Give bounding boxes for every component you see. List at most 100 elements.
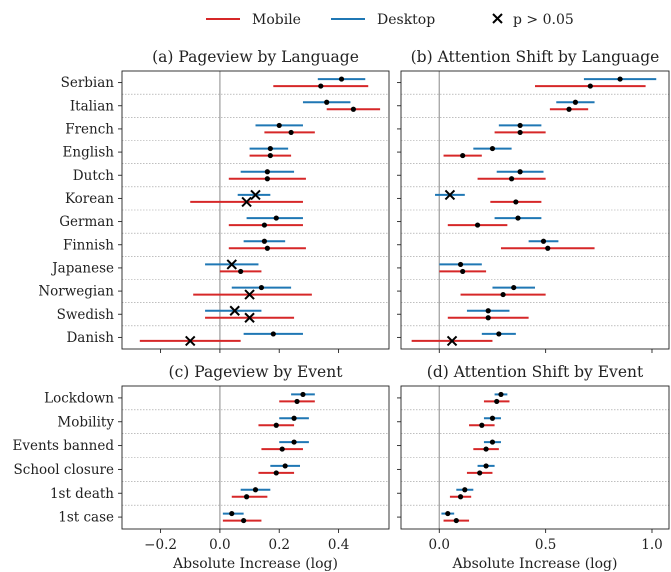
x-tick-label: 0.5 <box>535 537 556 553</box>
category-label-finnish: Finnish <box>63 237 114 253</box>
point-mobile-school-closure <box>477 470 483 476</box>
x-axis-label: Absolute Increase (log) <box>172 556 338 572</box>
point-mobile-1st-death <box>457 494 464 500</box>
point-desktop-danish <box>496 331 502 337</box>
category-label-1st-death: 1st death <box>50 486 114 502</box>
x-tick-label: 0.0 <box>429 537 450 553</box>
panel-b-attention-shift-by-language: (b) Attention Shift by Language <box>397 48 670 353</box>
panel-title: (a) Pageview by Language <box>152 48 359 66</box>
panel-title: (d) Attention Shift by Event <box>427 363 644 381</box>
point-mobile-events-banned <box>279 446 285 452</box>
category-label-swedish: Swedish <box>57 307 115 323</box>
category-label-norwegian: Norwegian <box>38 284 114 300</box>
category-label-mobility: Mobility <box>57 414 114 430</box>
point-desktop-finnish <box>540 238 547 244</box>
nonsig-marker-mobile-danish <box>185 335 196 347</box>
point-desktop-english <box>267 145 273 152</box>
point-desktop-french <box>276 122 282 129</box>
point-desktop-1st-case <box>229 510 235 517</box>
point-mobile-mobility <box>479 422 485 428</box>
point-mobile-mobility <box>273 422 279 428</box>
category-label-serbian: Serbian <box>61 75 115 91</box>
point-desktop-1st-death <box>462 487 468 493</box>
point-mobile-dutch <box>264 176 270 182</box>
plot-frame <box>400 70 670 350</box>
point-mobile-italian <box>566 106 572 112</box>
point-mobile-lockdown <box>294 398 300 405</box>
point-desktop-italian <box>572 99 579 105</box>
point-mobile-german <box>261 222 267 228</box>
point-mobile-korean <box>513 199 519 205</box>
legend-x-marker-icon <box>492 13 503 24</box>
panel-c-pageview-by-event: (c) Pageview by Event −0.2 0.0 0.2 0.4 Lockdo… <box>12 363 390 572</box>
point-mobile-serbian <box>318 83 324 89</box>
point-mobile-english <box>267 152 273 159</box>
point-desktop-norwegian <box>258 284 265 291</box>
point-desktop-1st-death <box>252 487 259 493</box>
legend: Mobile Desktop p > 0.05 <box>206 12 574 28</box>
point-mobile-french <box>288 129 294 136</box>
point-mobile-norwegian <box>500 291 506 298</box>
x-tick-label: 0.0 <box>209 537 230 553</box>
point-desktop-danish <box>270 331 276 337</box>
point-mobile-serbian <box>587 83 593 89</box>
point-desktop-dutch <box>264 169 270 175</box>
point-mobile-japanese <box>460 268 466 275</box>
point-desktop-japanese <box>457 261 464 268</box>
point-desktop-events-banned <box>489 439 496 445</box>
panel-title: (c) Pageview by Event <box>169 363 344 381</box>
point-mobile-swedish <box>485 315 491 321</box>
nonsig-marker-desktop-korean <box>250 189 261 201</box>
nonsig-marker-mobile-danish <box>446 335 458 347</box>
point-desktop-german <box>273 215 279 221</box>
point-desktop-mobility <box>489 415 496 421</box>
category-label-korean: Korean <box>65 191 114 207</box>
category-label-english: English <box>63 145 115 161</box>
legend-item-desktop: Desktop <box>331 12 435 28</box>
nonsig-marker-mobile-korean <box>241 196 252 208</box>
category-label-1st-case: 1st case <box>58 510 114 526</box>
category-label-danish: Danish <box>66 330 114 346</box>
category-label-french: French <box>65 121 114 137</box>
point-desktop-french <box>517 122 523 129</box>
point-mobile-german <box>474 222 481 228</box>
category-label-dutch: Dutch <box>73 168 115 184</box>
point-mobile-1st-case <box>241 517 247 524</box>
point-mobile-finnish <box>545 245 551 251</box>
x-tick-label: −0.2 <box>144 537 177 553</box>
point-mobile-finnish <box>264 245 270 251</box>
nonsig-marker-mobile-norwegian <box>244 289 255 300</box>
x-axis-label: Absolute Increase (log) <box>452 556 618 572</box>
point-mobile-school-closure <box>273 470 279 476</box>
point-desktop-swedish <box>485 308 491 314</box>
point-mobile-italian <box>350 106 356 112</box>
x-tick-label: 0.4 <box>328 537 349 553</box>
legend-label: p > 0.05 <box>513 12 574 28</box>
nonsig-marker-desktop-japanese <box>226 259 237 270</box>
point-desktop-lockdown <box>498 391 504 398</box>
point-mobile-dutch <box>509 176 515 182</box>
legend-label: Desktop <box>377 12 435 28</box>
point-mobile-french <box>517 129 523 136</box>
category-label-german: German <box>59 214 114 230</box>
panel-d-attention-shift-by-event: (d) Attention Shift by Event 0.0 0.5 1.0 Abs… <box>397 363 670 572</box>
point-desktop-serbian <box>617 76 623 82</box>
panel-a-pageview-by-language: (a) Pageview by Language Serbian Italian Fr… <box>38 48 390 353</box>
category-label-italian: Italian <box>70 98 114 114</box>
category-label-school-closure: School closure <box>14 462 114 478</box>
plot-frame <box>121 70 390 350</box>
nonsig-marker-desktop-swedish <box>229 305 240 316</box>
category-label-japanese: Japanese <box>50 260 114 276</box>
nonsig-marker-mobile-swedish <box>244 312 255 323</box>
category-label-events-banned: Events banned <box>12 438 114 454</box>
point-mobile-events-banned <box>483 446 489 452</box>
legend-item-p-0-05: p > 0.05 <box>492 12 574 28</box>
point-mobile-lockdown <box>494 398 500 405</box>
category-label-lockdown: Lockdown <box>44 390 114 406</box>
point-desktop-school-closure <box>282 463 288 469</box>
point-desktop-school-closure <box>483 463 489 469</box>
point-desktop-italian <box>324 99 330 105</box>
point-desktop-dutch <box>517 169 523 175</box>
panel-title: (b) Attention Shift by Language <box>411 48 660 66</box>
